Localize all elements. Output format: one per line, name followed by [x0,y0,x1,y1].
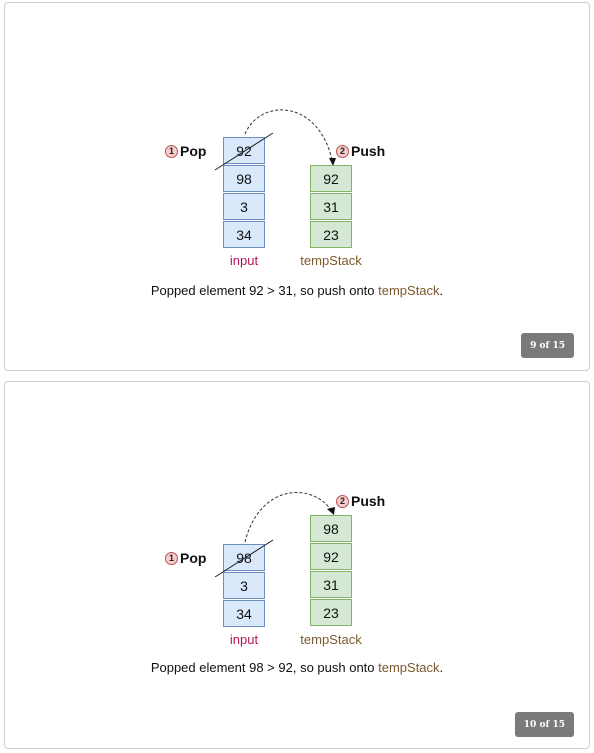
input-label: input [229,253,259,268]
temp-cell: 98 [310,515,352,542]
step-1-badge: 1 [165,144,178,158]
step-2-badge: 2 [336,144,349,158]
temp-cell: 23 [310,221,352,248]
input-cell: 98 [223,165,265,192]
caption-text: Popped element 92 > 31, so push onto [150,283,379,298]
caption-suffix: . [439,283,444,298]
push-step: 2 Push [336,493,385,509]
input-cell: 3 [223,572,265,599]
temp-cell: 23 [310,599,352,626]
caption: Popped element 92 > 31, so push onto tem… [5,283,589,298]
temp-cell: 31 [310,193,352,220]
push-arrow [244,492,335,543]
slide-panel-9: 1 Pop 2 Push 92 98 3 34 92 31 23 input t… [4,2,590,371]
push-step: 2 Push [336,143,385,159]
push-label: Push [351,143,386,159]
input-label: input [229,632,259,647]
push-arrow [244,109,336,166]
slide-counter[interactable]: 10 of 15 [514,712,574,737]
input-cell: 34 [223,600,265,627]
tempstack-label: tempStack [300,632,362,647]
caption-text: Popped element 98 > 92, so push onto [150,660,379,675]
slide-panel-10: 1 Pop 2 Push 98 3 34 98 92 31 23 input t… [4,381,590,749]
pop-step: 1 Pop [165,143,206,159]
temp-cell: 92 [310,543,352,570]
push-label: Push [351,493,386,509]
pop-label: Pop [180,550,207,566]
step-1-badge: 1 [165,551,178,565]
slide-counter[interactable]: 9 of 15 [521,333,574,358]
temp-cell: 31 [310,571,352,598]
caption-highlight: tempStack [378,283,440,298]
caption-suffix: . [439,660,444,675]
temp-cell: 92 [310,165,352,192]
caption: Popped element 98 > 92, so push onto tem… [5,660,589,675]
input-cell: 34 [223,221,265,248]
input-cell: 3 [223,193,265,220]
pop-step: 1 Pop [165,550,206,566]
strike-line [214,132,274,171]
step-2-badge: 2 [336,494,349,508]
tempstack-label: tempStack [300,253,362,268]
caption-highlight: tempStack [378,660,440,675]
input-cell: 98 [223,544,265,571]
pop-label: Pop [180,143,207,159]
input-cell: 92 [223,137,265,164]
strike-line [214,539,274,578]
